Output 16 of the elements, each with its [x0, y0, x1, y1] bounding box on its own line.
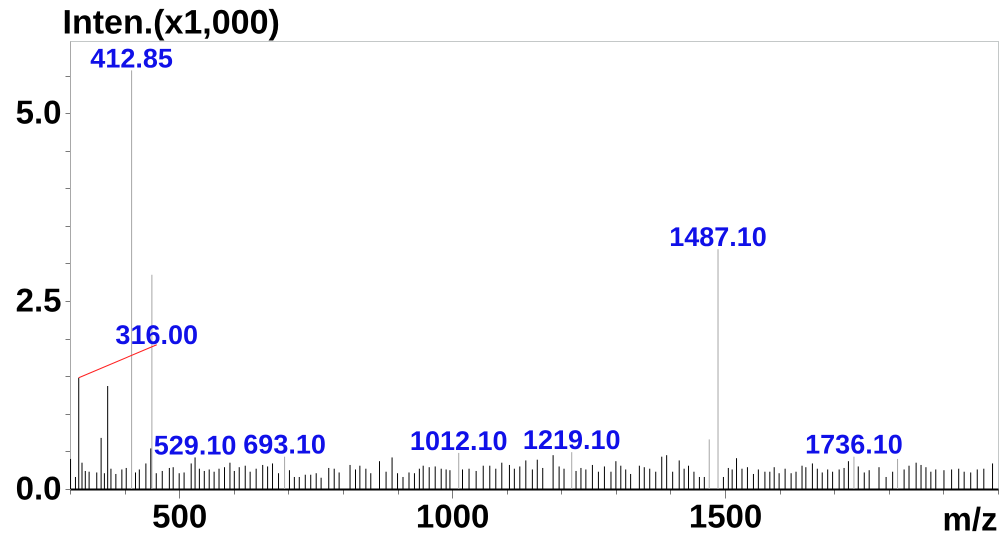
annotation: 1736.10 — [805, 430, 903, 460]
annotation: 693.10 — [243, 430, 326, 460]
annotation: 1219.10 — [522, 425, 621, 456]
y-tick-label: 0.0 — [16, 470, 62, 506]
y-tick-label: 5.0 — [16, 94, 62, 131]
y-axis-title: Inten.(x1,000) — [62, 4, 280, 42]
x-axis-title: m/z — [942, 500, 998, 538]
annotation: 412.85 — [90, 43, 173, 74]
annotation: 1012.10 — [410, 426, 508, 456]
y-tick-label: 2.5 — [16, 282, 62, 319]
annotation: 1487.10 — [669, 222, 767, 252]
annotation: 529.10 — [154, 430, 236, 460]
x-tick-label: 1000 — [416, 498, 490, 534]
annotation: 316.00 — [115, 320, 198, 350]
x-tick-label: 1500 — [688, 498, 762, 534]
x-tick-label: 500 — [152, 498, 208, 534]
